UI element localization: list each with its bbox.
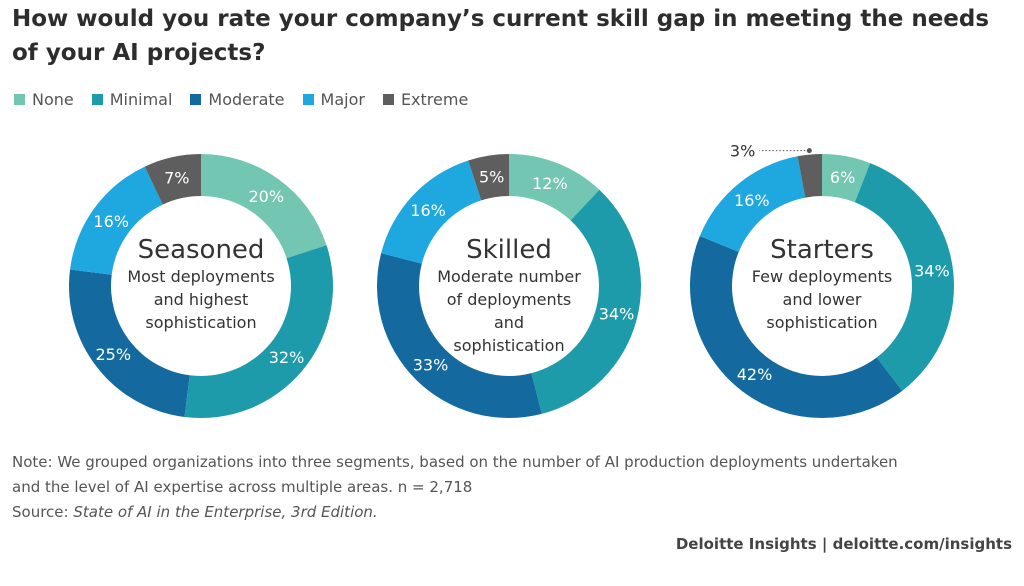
legend: None Minimal Moderate Major Extreme [14, 90, 486, 109]
slice-label-minimal: 34% [599, 305, 635, 324]
slice-label-extreme: 5% [479, 167, 504, 186]
segment-description-line: Moderate number [437, 267, 581, 286]
legend-swatch-none [14, 94, 25, 105]
legend-item-extreme: Extreme [382, 90, 469, 109]
legend-item-major: Major [302, 90, 365, 109]
legend-swatch-moderate [190, 94, 202, 105]
slice-moderate [690, 235, 903, 418]
slice-label-none: 6% [830, 168, 855, 187]
note-line-2: and the level of AI expertise across mul… [12, 478, 473, 496]
segment-description-line: Few deployments [752, 267, 892, 286]
slice-major [70, 166, 163, 275]
segment-description-line: and [494, 313, 524, 332]
slice-label-major: 16% [734, 191, 770, 210]
note-line-1: Note: We grouped organizations into thre… [12, 453, 898, 471]
slice-label-minimal: 32% [269, 348, 305, 367]
legend-swatch-major [302, 94, 314, 105]
slice-minimal [184, 245, 334, 419]
legend-item-none: None [14, 90, 74, 109]
slice-label-moderate: 42% [737, 365, 773, 384]
slice-major [381, 160, 482, 264]
segment-description-line: sophistication [766, 313, 877, 332]
footer-credit: Deloitte Insights | deloitte.com/insight… [675, 535, 1012, 553]
source-title: State of AI in the Enterprise, 3rd Editi… [73, 503, 378, 521]
callout-dot [806, 148, 812, 154]
slice-label-minimal: 34% [914, 262, 950, 281]
slice-label-none: 20% [248, 187, 284, 206]
legend-label-moderate: Moderate [208, 90, 285, 109]
slice-extreme [797, 154, 822, 198]
segment-description-line: Most deployments [127, 267, 274, 286]
slice-major [699, 156, 806, 252]
segment-description-line: of deployments [447, 290, 572, 309]
slice-minimal [531, 189, 641, 414]
donut-seasoned: 20% 32% 25% 16% 7% Seasoned Most deployments an… [69, 154, 334, 419]
segment-description-line: and highest [154, 290, 249, 309]
slice-label-major: 16% [410, 201, 446, 220]
slice-extreme [144, 154, 201, 205]
slice-label-moderate: 25% [96, 345, 132, 364]
segment-title-skilled: Skilled [466, 235, 552, 265]
legend-label-major: Major [320, 90, 365, 109]
donut-starters: 6% 34% 42% 16% 3% Starters Few deployments and … [690, 142, 954, 418]
slice-moderate [69, 269, 190, 417]
slice-extreme [468, 154, 509, 201]
segment-title-starters: Starters [770, 235, 874, 265]
source-prefix: Source: [12, 503, 74, 521]
legend-swatch-minimal [91, 94, 103, 105]
slice-label-moderate: 33% [413, 355, 449, 374]
legend-swatch-extreme [382, 94, 394, 105]
slice-none [509, 154, 600, 221]
legend-label-extreme: Extreme [400, 90, 469, 109]
callout-label-extreme: 3% [730, 142, 755, 161]
slice-label-extreme: 7% [164, 169, 189, 188]
segment-title-seasoned: Seasoned [138, 235, 265, 265]
slice-moderate [377, 253, 542, 418]
donut-skilled: 12% 34% 33% 16% 5% Skilled Moderate number of d… [377, 154, 641, 418]
chart-title: How would you rate your company’s curren… [12, 6, 990, 66]
segment-description-line: and lower [783, 290, 862, 309]
slice-none [822, 154, 871, 203]
donut-charts: 20% 32% 25% 16% 7% Seasoned Most deployments an… [69, 142, 954, 419]
note: Note: We grouped organizations into thre… [12, 450, 1012, 525]
legend-label-minimal: Minimal [109, 90, 173, 109]
legend-label-none: None [32, 90, 74, 109]
legend-item-minimal: Minimal [91, 90, 173, 109]
source-line: Source: State of AI in the Enterprise, 3… [12, 500, 1012, 525]
segment-description-line: sophistication [453, 336, 564, 355]
slice-label-major: 16% [93, 212, 129, 231]
legend-item-moderate: Moderate [190, 90, 285, 109]
segment-description-line: sophistication [145, 313, 256, 332]
slice-label-none: 12% [532, 174, 568, 193]
slice-none [201, 154, 327, 259]
slice-minimal [854, 163, 954, 391]
